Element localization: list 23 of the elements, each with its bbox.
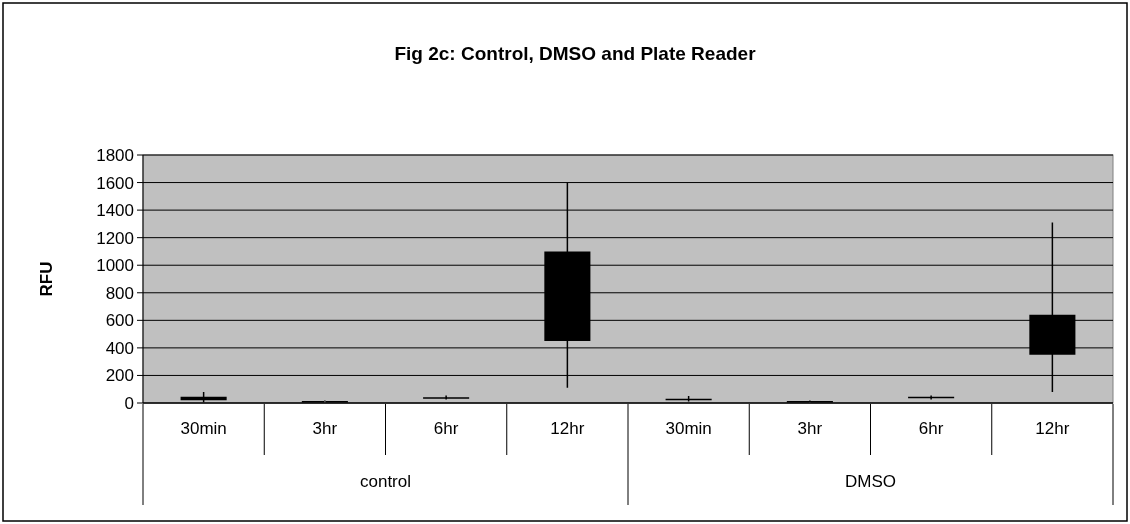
text: DMSO xyxy=(845,472,896,491)
y-axis-title: RFU xyxy=(37,261,56,297)
y-tick-label: 1200 xyxy=(96,228,134,248)
y-tick-label: 0 xyxy=(124,393,134,413)
x-tick-label: 12hr xyxy=(550,419,585,438)
x-tick-label: 12hr xyxy=(1035,419,1070,438)
y-tick-label: 800 xyxy=(105,283,134,303)
x-tick-label: 30min xyxy=(180,419,227,438)
y-tick-label: 1400 xyxy=(96,201,134,221)
chart-title: Fig 2c: Control, DMSO and Plate Reader xyxy=(394,43,757,64)
y-tick-label: 1000 xyxy=(96,256,134,276)
x-tick-label: 3hr xyxy=(797,419,823,438)
y-tick-label: 200 xyxy=(105,366,134,386)
x-tick-label: 6hr xyxy=(918,419,944,438)
y-tick-label: 400 xyxy=(105,338,134,358)
text: control xyxy=(359,472,412,491)
x-tick-label: 6hr xyxy=(433,419,459,438)
x-tick-label: 3hr xyxy=(312,419,338,438)
x-tick-label: 30min xyxy=(665,419,712,438)
y-tick-label: 1600 xyxy=(96,173,134,193)
candlestick xyxy=(423,395,470,400)
y-tick-label: 1800 xyxy=(96,145,134,165)
y-tick-label: 600 xyxy=(105,311,134,331)
